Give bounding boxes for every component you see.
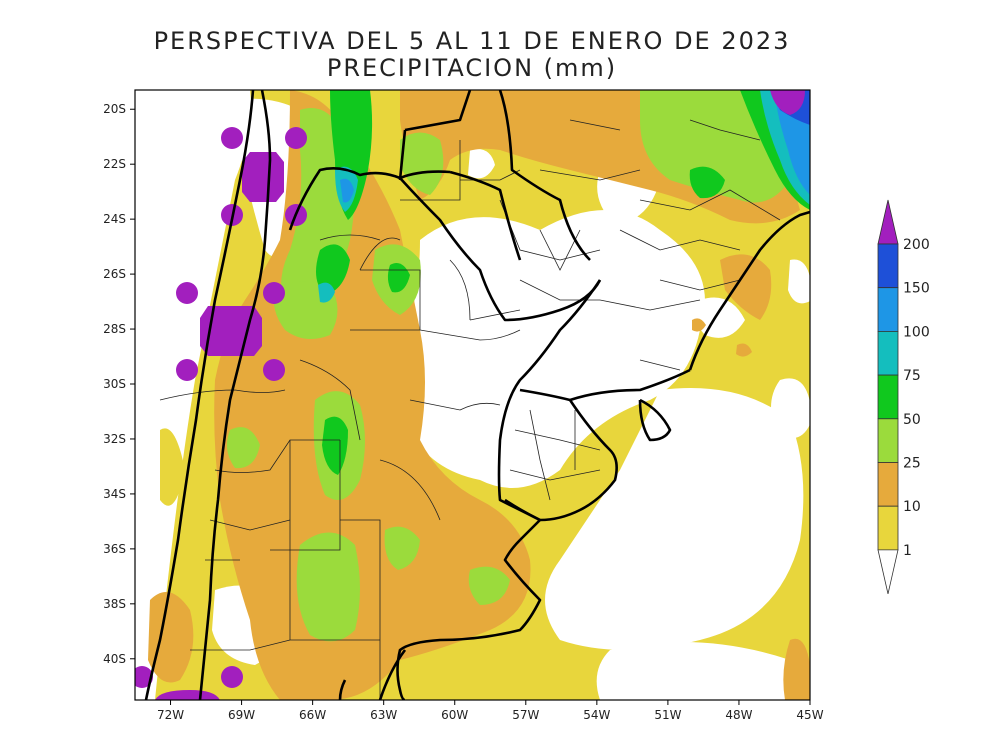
colorbar-label: 150 [903,281,930,297]
colorbar-label: 75 [903,368,921,384]
plot-frame [134,89,811,701]
moderate-rain-spot [692,318,706,332]
max-rain-cell-2 [200,306,262,356]
dry-area-coast-south-brazil [788,259,810,304]
colorbar-label: 1 [903,543,912,559]
max-rain-dot-2 [285,127,307,149]
colorbar-under-triangle [877,549,899,594]
dry-area-pacific [135,90,251,700]
lon-tick-label: 60W [441,708,468,722]
longitude-axis: 72W 69W 66W 63W 60W 57W 54W 51W 48W 45W [157,700,824,722]
heavy-rain-pampa [296,532,360,642]
max-rain-dot-7 [176,359,198,381]
colorbar-label: 50 [903,412,921,428]
colorbar-segment [877,462,899,507]
extreme-rain-bolivia [340,178,354,203]
max-rain-dot-6 [263,282,285,304]
lon-tick-label: 51W [654,708,681,722]
yellow-patch-chile [160,428,185,506]
lat-tick-label: 32S [103,432,126,446]
lon-tick-label: 54W [583,708,610,722]
colorbar-segment [877,505,899,551]
lon-tick-label: 63W [370,708,397,722]
lat-tick-label: 40S [103,652,126,666]
max-rain-cell-1 [242,152,284,202]
heavy-rain-pampa-east [384,526,420,570]
max-rain-dot-1 [221,127,243,149]
colorbar-segment [877,418,899,463]
lat-tick-label: 38S [103,597,126,611]
lat-tick-label: 28S [103,322,126,336]
heavy-rain-north-bolivia [400,132,444,195]
intense-rain-salta [316,244,350,295]
dry-area-southeast [596,642,810,700]
colorbar-label: 200 [903,237,930,253]
colorbar-label: 25 [903,456,921,472]
max-rain-bottom [155,690,220,700]
lat-tick-label: 22S [103,157,126,171]
colorbar-over-triangle [877,199,899,245]
heavy-rain-buenos-aires [468,566,510,605]
lon-tick-label: 48W [725,708,752,722]
intense-rain-brazil-spot [689,166,725,199]
very-intense-rain-salta [318,282,335,303]
colorbar-segment [877,330,899,376]
lon-tick-label: 72W [157,708,184,722]
colorbar-label: 100 [903,324,930,340]
map-title: PERSPECTIVA DEL 5 AL 11 DE ENERO DE 2023… [0,28,944,82]
dry-area-north-small [468,149,495,179]
colorbar-legend: 200 150 100 75 50 25 10 1 [877,199,930,594]
national-borders [144,90,810,700]
dry-area-central [392,210,705,488]
dry-area-east [771,378,810,438]
title-line-1: PERSPECTIVA DEL 5 AL 11 DE ENERO DE 2023 [153,27,791,55]
moderate-rain-brazil-south [720,254,772,320]
lat-tick-label: 34S [103,487,126,501]
colorbar-label: 10 [903,499,921,515]
lat-tick-label: 30S [103,377,126,391]
dry-area-atlantic [545,388,804,650]
internal-borders [159,119,781,700]
lon-tick-label: 57W [512,708,539,722]
max-rain-dot-5 [176,282,198,304]
moderate-rain-spot-2 [736,343,752,357]
lat-tick-label: 36S [103,542,126,556]
max-rain-dot-10 [221,666,243,688]
latitude-axis: 20S 22S 24S 26S 28S 30S 32S 34S 36S 38S 40S [103,102,135,666]
lat-tick-label: 24S [103,212,126,226]
precipitation-field [135,90,810,700]
title-line-2: PRECIPITACION (mm) [326,54,618,82]
intense-rain-cordoba-core [322,416,348,475]
colorbar-segment [877,243,899,289]
lat-tick-label: 26S [103,267,126,281]
heavy-rain-cuyo [226,427,260,469]
lat-tick-label: 20S [103,102,126,116]
max-rain-brazil [770,90,805,115]
colorbar-segment [877,374,899,420]
colorbar-segment [877,287,899,332]
moderate-rain-southeast-edge [783,638,810,700]
lon-tick-label: 66W [299,708,326,722]
moderate-rain-patagonia [148,592,194,683]
lon-tick-label: 69W [228,708,255,722]
max-rain-dot-8 [263,359,285,381]
lon-tick-label: 45W [796,708,823,722]
